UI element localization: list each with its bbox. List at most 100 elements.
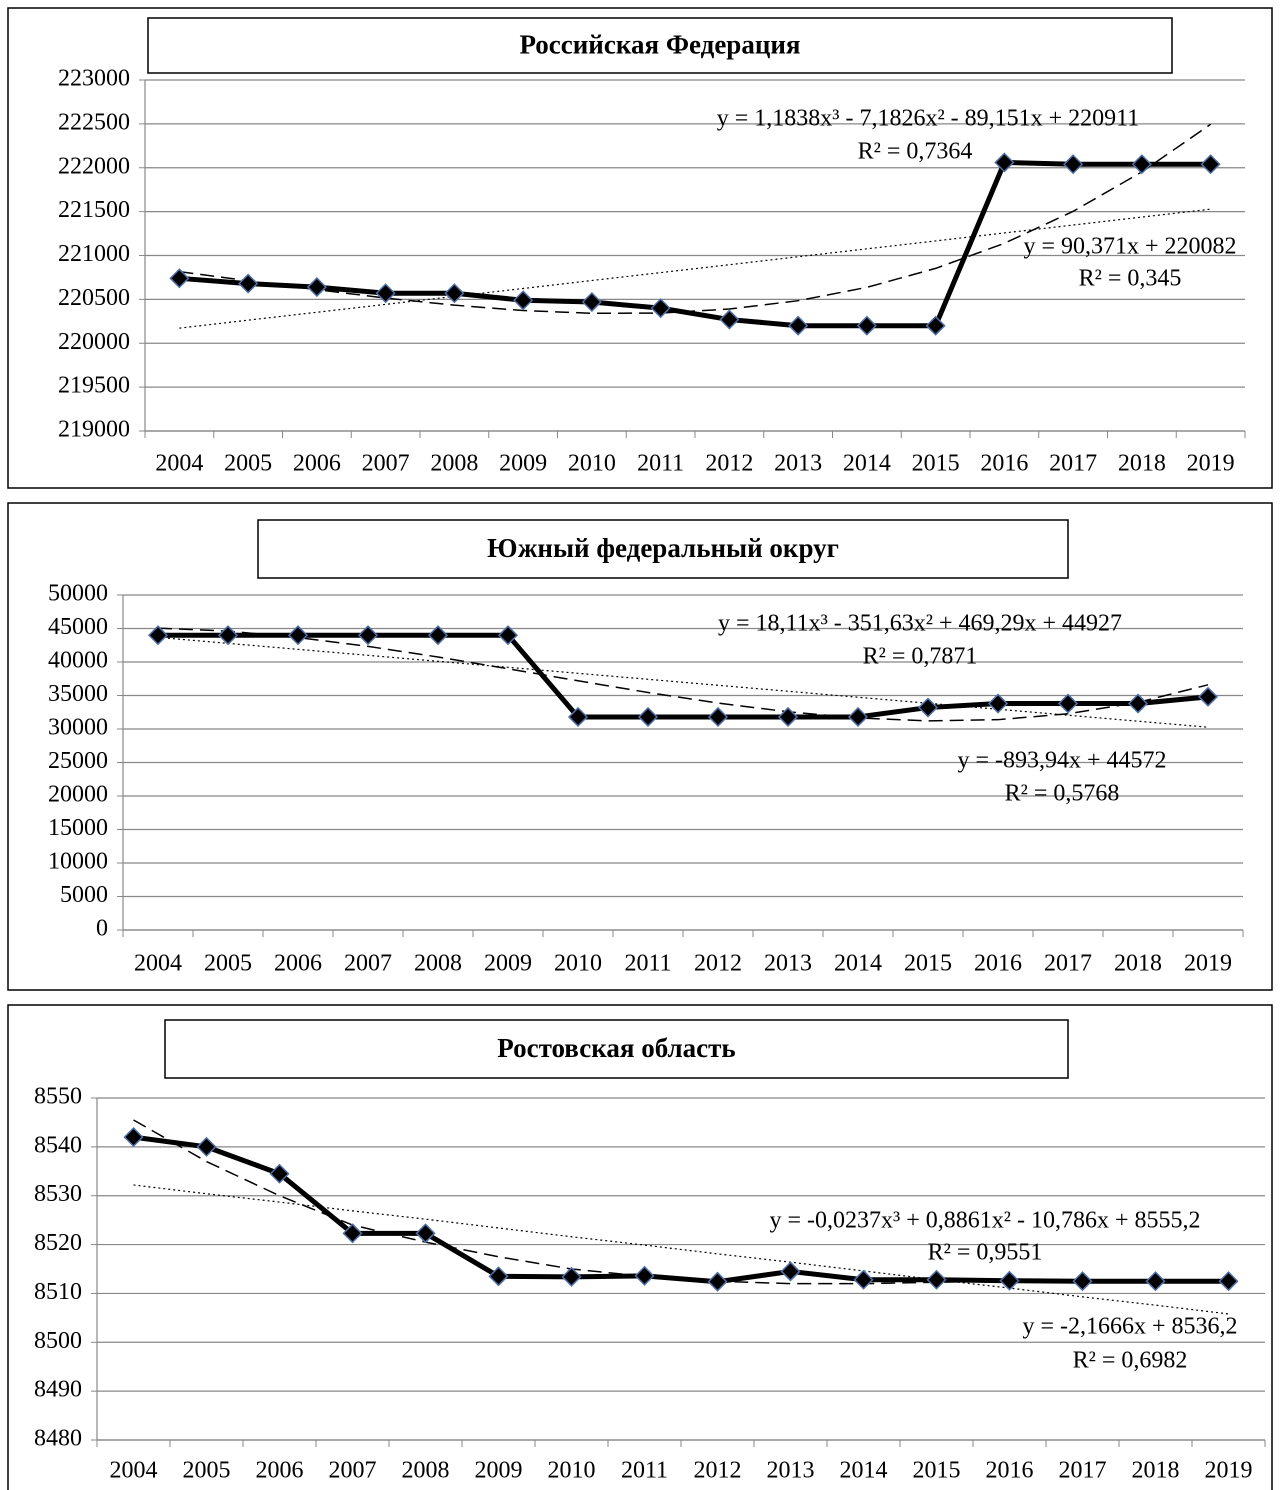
marker xyxy=(634,1265,655,1286)
x-tick-label: 2017 xyxy=(1049,451,1097,477)
marker xyxy=(196,1136,217,1157)
x-tick-label: 2005 xyxy=(224,451,272,477)
x-tick-label: 2017 xyxy=(1059,1458,1107,1484)
x-tick-label: 2004 xyxy=(134,951,182,977)
marker xyxy=(147,625,169,646)
panel-border xyxy=(7,502,1273,991)
x-tick-label: 2018 xyxy=(1114,951,1162,977)
y-tick-label: 220000 xyxy=(58,329,130,355)
marker xyxy=(853,1269,874,1290)
y-tick-label: 8530 xyxy=(34,1181,82,1207)
marker xyxy=(994,152,1015,173)
marker xyxy=(169,268,190,289)
marker xyxy=(1057,693,1079,714)
x-tick-label: 2007 xyxy=(344,951,392,977)
x-tick-label: 2004 xyxy=(110,1458,158,1484)
marker xyxy=(415,1223,436,1244)
marker xyxy=(269,1163,290,1184)
x-tick-label: 2004 xyxy=(155,451,203,477)
marker xyxy=(444,283,465,304)
marker xyxy=(287,625,309,646)
marker xyxy=(375,283,396,304)
marker xyxy=(987,693,1009,714)
marker xyxy=(488,1266,509,1287)
marker xyxy=(1145,1271,1166,1292)
y-tick-label: 5000 xyxy=(60,882,108,908)
title-box xyxy=(147,17,1173,74)
trend-r2: R² = 0,5768 xyxy=(1005,781,1120,807)
y-tick-label: 223000 xyxy=(58,66,130,92)
marker xyxy=(788,315,809,336)
y-tick-label: 45000 xyxy=(48,614,108,640)
marker xyxy=(780,1261,801,1282)
y-tick-label: 20000 xyxy=(48,782,108,808)
title-box xyxy=(164,1019,1069,1079)
marker xyxy=(567,706,589,728)
data-line xyxy=(158,632,1209,720)
x-tick-label: 2019 xyxy=(1205,1458,1253,1484)
x-tick-label: 2005 xyxy=(204,951,252,977)
trend-equation: y = 90,371x + 220082 xyxy=(1023,234,1236,260)
y-tick-label: 221000 xyxy=(58,241,130,267)
y-tick-label: 220500 xyxy=(58,285,130,311)
marker xyxy=(650,298,671,319)
trendline xyxy=(133,1184,1229,1315)
trendline xyxy=(157,636,1209,728)
marker xyxy=(777,706,799,728)
marker xyxy=(1063,154,1084,175)
y-tick-label: 35000 xyxy=(48,681,108,707)
y-tick-label: 8520 xyxy=(34,1230,82,1256)
trend-r2: R² = 0,7364 xyxy=(858,139,973,165)
y-tick-label: 0 xyxy=(96,916,108,942)
y-tick-label: 219000 xyxy=(58,417,130,443)
marker xyxy=(847,706,869,728)
y-tick-label: 40000 xyxy=(48,648,108,674)
y-tick-label: 8500 xyxy=(34,1328,82,1354)
y-tick-label: 8490 xyxy=(34,1377,82,1403)
marker xyxy=(1200,154,1221,175)
marker xyxy=(1197,686,1219,707)
marker xyxy=(856,315,877,336)
y-tick-label: 221500 xyxy=(58,197,130,223)
chart-title: Ростовская область xyxy=(497,1033,735,1063)
marker xyxy=(707,706,729,728)
x-tick-label: 2013 xyxy=(774,451,822,477)
y-tick-label: 50000 xyxy=(48,581,108,607)
marker xyxy=(123,1127,144,1148)
y-tick-label: 8540 xyxy=(34,1132,82,1158)
marker xyxy=(926,1269,947,1290)
x-tick-label: 2011 xyxy=(624,951,671,977)
chart-title: Российская Федерация xyxy=(519,30,800,60)
marker xyxy=(497,625,519,646)
trend-r2: R² = 0,9551 xyxy=(928,1240,1043,1266)
x-tick-label: 2009 xyxy=(484,951,532,977)
marker xyxy=(513,290,534,311)
trendline xyxy=(133,1119,1229,1285)
x-tick-label: 2012 xyxy=(694,1458,742,1484)
x-tick-label: 2012 xyxy=(694,951,742,977)
marker xyxy=(719,309,740,330)
x-tick-label: 2006 xyxy=(274,951,322,977)
x-tick-label: 2007 xyxy=(362,451,410,477)
trend-equation: y = 1,1838x³ - 7,1826x² - 89,151x + 2209… xyxy=(717,106,1140,132)
x-tick-label: 2010 xyxy=(548,1458,596,1484)
trendline xyxy=(157,627,1209,722)
trendline xyxy=(179,208,1211,329)
x-tick-label: 2018 xyxy=(1118,451,1166,477)
x-tick-label: 2015 xyxy=(912,451,960,477)
y-tick-label: 222500 xyxy=(58,109,130,135)
x-tick-label: 2011 xyxy=(637,451,684,477)
x-tick-label: 2019 xyxy=(1187,451,1235,477)
marker xyxy=(217,625,239,646)
x-tick-label: 2008 xyxy=(430,451,478,477)
x-tick-label: 2014 xyxy=(843,451,891,477)
x-tick-label: 2014 xyxy=(840,1458,888,1484)
x-tick-label: 2006 xyxy=(293,451,341,477)
marker xyxy=(925,315,946,336)
x-tick-label: 2016 xyxy=(974,951,1022,977)
y-tick-label: 25000 xyxy=(48,748,108,774)
marker xyxy=(427,625,449,646)
marker xyxy=(561,1266,582,1287)
marker xyxy=(1131,154,1152,175)
